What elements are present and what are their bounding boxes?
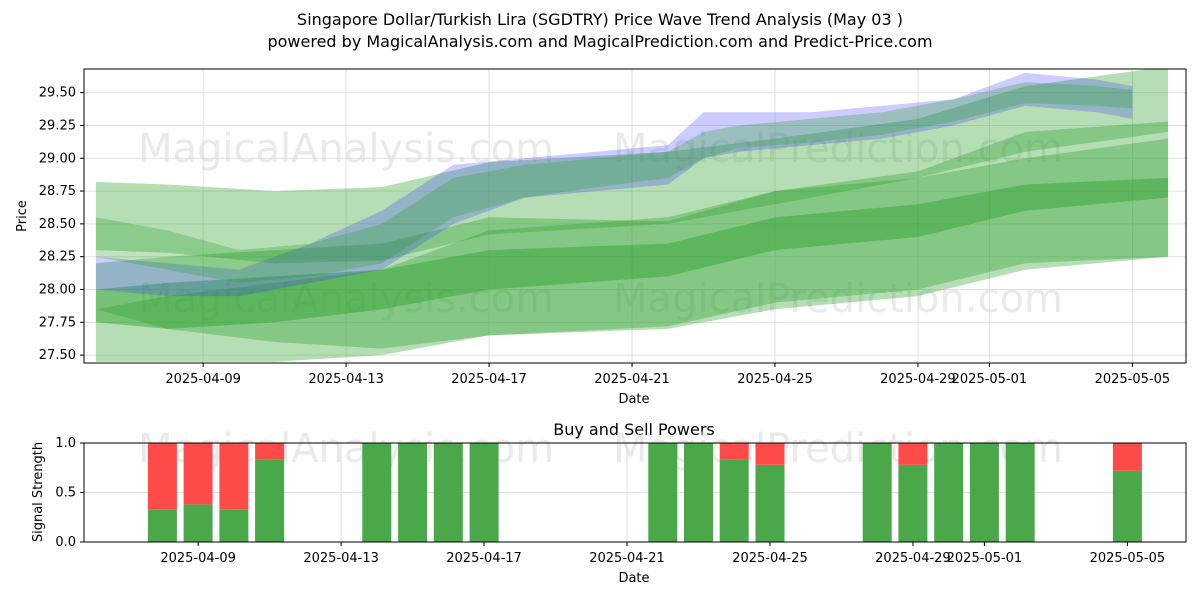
buy-bar-5	[398, 443, 428, 542]
price-x-tick-label-1: 2025-04-13	[308, 372, 384, 387]
price-x-ticks: 2025-04-09 2025-04-13 2025-04-17 2025-04-21…	[165, 363, 1170, 387]
buy-bar-15	[969, 443, 999, 542]
signal-y-tick-label-2: 1.0	[55, 436, 76, 451]
price-y-tick-label-4: 28.50	[39, 217, 76, 232]
price-y-tick-label-8: 29.50	[39, 86, 76, 101]
signal-x-tick-label-4: 2025-04-25	[732, 551, 808, 566]
buy-bar-3	[255, 459, 285, 542]
price-y-ticks: 27.50 27.75 28.00 28.25 28.50 28.75 29.00 29.25…	[39, 86, 84, 363]
signal-y-axis-label: Signal Strength	[31, 442, 46, 542]
watermark-prediction-top: MagicalPrediction.com	[613, 126, 1063, 172]
price-band-0	[95, 69, 1169, 264]
signal-x-axis-label: Date	[618, 571, 649, 586]
signal-x-tick-label-3: 2025-04-21	[589, 551, 665, 566]
sell-bar-13	[898, 443, 928, 465]
price-y-tick-label-5: 28.75	[39, 184, 76, 199]
buy-bar-17	[1112, 470, 1142, 542]
price-x-tick-label-6: 2025-05-01	[952, 372, 1028, 387]
signal-x-tick-label-0: 2025-04-09	[160, 551, 236, 566]
signal-y-tick-label-1: 0.5	[55, 486, 76, 501]
price-y-axis-label: Price	[15, 200, 30, 232]
signal-x-ticks: 2025-04-09 2025-04-13 2025-04-17 2025-04-21…	[160, 542, 1165, 566]
sell-bar-2	[219, 443, 249, 510]
buy-bar-12	[862, 443, 892, 542]
signal-x-tick-label-7: 2025-05-05	[1090, 551, 1166, 566]
price-grid	[84, 69, 1186, 363]
watermark-analysis-bottom: MagicalAnalysis.com	[138, 276, 554, 322]
price-band-5	[95, 82, 1133, 283]
price-x-tick-label-0: 2025-04-09	[165, 372, 241, 387]
chart-subtitle: powered by MagicalAnalysis.com and Magic…	[267, 32, 933, 51]
buy-bar-2	[219, 509, 249, 542]
chart-title: Singapore Dollar/Turkish Lira (SGDTRY) P…	[297, 10, 903, 29]
sell-bar-0	[147, 443, 177, 510]
buy-bar-8	[648, 443, 678, 542]
price-y-tick-label-2: 28.00	[39, 283, 76, 298]
buy-bar-11	[755, 464, 785, 542]
price-x-axis-label: Date	[618, 392, 649, 407]
price-y-tick-label-7: 29.25	[39, 118, 76, 133]
price-x-tick-label-3: 2025-04-21	[594, 372, 670, 387]
price-band-1	[95, 138, 1169, 349]
price-y-tick-label-3: 28.25	[39, 250, 76, 265]
price-watermarks: MagicalAnalysis.com MagicalPrediction.co…	[138, 126, 1063, 322]
buy-bar-1	[183, 504, 213, 542]
buy-bar-9	[684, 443, 713, 542]
buy-bar-10	[719, 459, 749, 542]
price-x-tick-label-4: 2025-04-25	[737, 372, 813, 387]
buy-bar-4	[362, 443, 392, 542]
signal-y-ticks: 0.0 0.5 1.0	[55, 436, 84, 550]
price-x-tick-label-2: 2025-04-17	[451, 372, 527, 387]
buy-bar-6	[433, 443, 463, 542]
signal-x-tick-label-5: 2025-04-29	[875, 551, 951, 566]
buy-bar-7	[469, 443, 499, 542]
watermark-analysis-top: MagicalAnalysis.com	[138, 126, 554, 172]
signal-x-tick-label-6: 2025-05-01	[947, 551, 1023, 566]
signal-y-tick-label-0: 0.0	[55, 535, 76, 550]
sell-bar-17	[1112, 443, 1142, 471]
price-band-3	[95, 177, 1169, 329]
buy-bar-16	[1005, 443, 1035, 542]
price-band-4	[95, 72, 1133, 297]
buy-bar-13	[898, 464, 928, 542]
signal-bars	[147, 443, 1142, 542]
sell-bar-11	[755, 443, 785, 465]
sell-bar-3	[255, 443, 285, 460]
price-band-2	[95, 121, 1169, 362]
buy-bar-14	[934, 443, 964, 542]
price-y-tick-label-6: 29.00	[39, 151, 76, 166]
signal-x-tick-label-1: 2025-04-13	[303, 551, 379, 566]
sell-bar-10	[719, 443, 749, 460]
buy-bar-0	[147, 509, 177, 542]
price-x-tick-label-5: 2025-04-29	[880, 372, 956, 387]
signal-x-tick-label-2: 2025-04-17	[446, 551, 522, 566]
sell-bar-1	[183, 443, 213, 505]
price-axes-frame	[83, 68, 1187, 364]
price-x-tick-label-7: 2025-05-05	[1095, 372, 1171, 387]
price-y-tick-label-1: 27.75	[39, 315, 76, 330]
price-bands	[95, 69, 1169, 362]
price-y-tick-label-0: 27.50	[39, 348, 76, 363]
watermark-prediction-bottom: MagicalPrediction.com	[613, 276, 1063, 322]
signal-chart-title: Buy and Sell Powers	[553, 420, 715, 439]
